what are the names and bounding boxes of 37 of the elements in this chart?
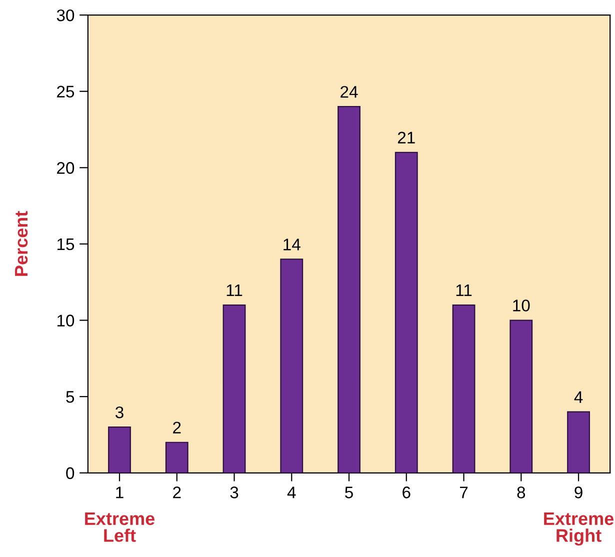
bar [510, 320, 533, 473]
text: Extreme Left [85, 512, 155, 542]
y-tick-label: 10 [57, 314, 74, 326]
data-label: 21 [398, 132, 415, 144]
x-tick-label: 3 [230, 486, 238, 498]
data-label: 10 [513, 300, 530, 312]
x-tick-label: 9 [574, 486, 582, 498]
x-tick-label: 4 [287, 486, 296, 498]
y-tick-label: 30 [56, 9, 74, 22]
data-label: 14 [284, 238, 300, 250]
data-label: 11 [226, 284, 242, 296]
bar [338, 106, 360, 473]
bar [452, 304, 476, 473]
data-label: 24 [340, 86, 358, 98]
y-tick-label: 0 [66, 467, 74, 480]
bar [394, 152, 418, 473]
x-tick-label: 7 [460, 486, 468, 498]
data-label: 4 [574, 391, 583, 403]
text: Extreme Right [544, 512, 614, 546]
data-label: 3 [116, 406, 124, 418]
x-tick-label: 6 [402, 486, 410, 498]
x-tick-label: 1 [116, 486, 124, 498]
y-axis-title: Percent [15, 211, 28, 276]
y-tick-label: 15 [57, 238, 74, 250]
data-label: 2 [173, 422, 181, 434]
bar [567, 411, 590, 473]
y-tick-label: 25 [57, 86, 74, 98]
bar [222, 304, 246, 473]
bar [280, 258, 304, 473]
bar [165, 442, 188, 473]
bar [108, 426, 131, 473]
x-tick-label: 8 [517, 486, 526, 498]
x-tick-label: 5 [345, 486, 353, 498]
y-tick-label: 20 [57, 162, 74, 174]
y-tick-label: 5 [66, 391, 74, 403]
x-tick-label: 2 [173, 486, 181, 498]
data-label: 11 [456, 284, 472, 296]
